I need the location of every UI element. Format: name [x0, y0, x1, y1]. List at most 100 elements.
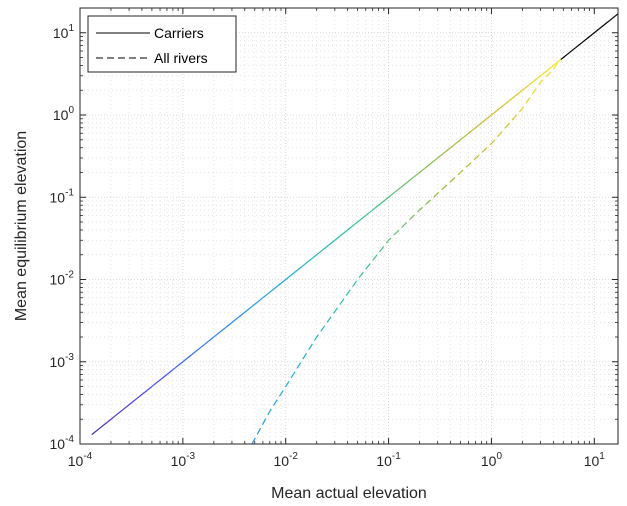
series-line-segment [259, 292, 269, 301]
series-line-segment [491, 112, 495, 116]
series-line-segment [542, 78, 545, 81]
series-line-segment [276, 279, 287, 287]
series-line-segment [473, 126, 477, 130]
series-line-segment [216, 327, 227, 335]
series-line-segment [326, 317, 331, 323]
series-line-segment [528, 97, 531, 100]
series-line-segment [449, 178, 455, 183]
series-line-segment [600, 24, 605, 28]
series-line-segment [555, 62, 558, 65]
series-line-segment [377, 249, 382, 254]
series-line-segment [493, 110, 497, 114]
series-line-segment [462, 135, 467, 139]
series-line-segment [403, 222, 408, 226]
series-line-segment [564, 53, 568, 57]
series-line-segment [543, 71, 546, 74]
series-line-segment [546, 69, 549, 72]
series-line-segment [346, 288, 352, 295]
y-tick-label: 10-2 [50, 270, 75, 288]
series-line-segment [136, 391, 146, 399]
series-line-segment [295, 365, 300, 371]
series-line-segment [319, 327, 324, 333]
series-line-segment [539, 81, 542, 84]
series-line-segment [279, 392, 283, 396]
series-line-segment [573, 47, 577, 50]
y-tick-label: 101 [53, 23, 75, 41]
series-line-segment [144, 385, 153, 393]
series-line-segment [547, 68, 550, 71]
series-line-segment [514, 113, 518, 118]
y-tick-label: 100 [53, 105, 75, 123]
series-line-segment [159, 373, 169, 381]
series-line-segment [612, 15, 616, 19]
series-line-segment [254, 435, 257, 439]
series-line-segment [566, 52, 570, 55]
series-line-segment [313, 336, 318, 342]
series-line-segment [465, 164, 469, 169]
series-line-segment [191, 347, 201, 356]
series-line-segment [553, 63, 556, 66]
series-line-segment [511, 116, 516, 121]
series-line-segment [287, 377, 292, 383]
x-tick-label: 10-1 [376, 451, 401, 469]
series-line-segment [269, 408, 272, 412]
series-line-segment [575, 45, 579, 49]
series-line-segment [336, 231, 347, 239]
series-line-segment [174, 361, 184, 369]
series-line-segment [478, 122, 482, 126]
series-line-segment [319, 244, 329, 253]
series-line-segment [98, 422, 108, 430]
series-line-segment [556, 60, 560, 63]
series-line-segment [498, 131, 503, 136]
series-line-segment [454, 139, 461, 146]
series-line-segment [353, 279, 359, 285]
series-line-segment [106, 415, 115, 423]
series-line-segment [547, 73, 550, 76]
series-line-segment [467, 131, 472, 135]
series-line-segment [519, 108, 523, 112]
series-line-segment [311, 340, 315, 346]
x-tick-labels: 10-4 10-3 10-2 10-1 100 101 [68, 451, 606, 469]
series-line-segment [274, 400, 277, 404]
series-line-segment [521, 106, 524, 109]
series-line-segment [493, 137, 498, 142]
series-line-segment [121, 403, 131, 411]
series-all-rivers [251, 60, 560, 445]
series-line-segment [263, 419, 266, 423]
series-line-segment [350, 283, 355, 290]
series-line-segment [167, 367, 176, 375]
series-line-segment [540, 74, 543, 77]
x-tick-label: 100 [481, 451, 503, 469]
series-line-segment [467, 162, 472, 166]
series-line-segment [525, 86, 528, 89]
series-line-segment [526, 84, 529, 88]
series-line-segment [460, 169, 464, 173]
series-line-segment [523, 87, 526, 90]
series-line-segment [225, 320, 235, 328]
series-line-segment [439, 187, 444, 192]
series-line-segment [329, 312, 335, 319]
series-line-segment [498, 106, 503, 110]
series-line-segment [257, 430, 260, 434]
series-line-segment [251, 299, 261, 308]
series-line-segment [525, 102, 528, 105]
series-line-segment [429, 197, 434, 202]
series-line-segment [526, 100, 528, 103]
y-tick-label: 10-1 [50, 187, 75, 205]
series-line-segment [548, 72, 551, 75]
series-line-segment [448, 144, 455, 150]
series-line-segment [465, 133, 469, 137]
series-line-segment [416, 209, 420, 213]
series-line-segment [422, 203, 427, 208]
y-tick-label: 10-4 [50, 434, 75, 452]
series-line-segment [480, 150, 485, 154]
series-line-segment [488, 114, 492, 118]
series-line-segment [568, 50, 572, 54]
series-line-segment [114, 409, 123, 417]
series-line-segment [425, 200, 431, 205]
x-axis-title: Mean actual elevation [271, 485, 427, 502]
minor-grid [80, 7, 618, 444]
series-line-segment [362, 269, 366, 274]
x-tick-label: 10-3 [171, 451, 196, 469]
legend-label-all-rivers: All rivers [154, 50, 208, 66]
